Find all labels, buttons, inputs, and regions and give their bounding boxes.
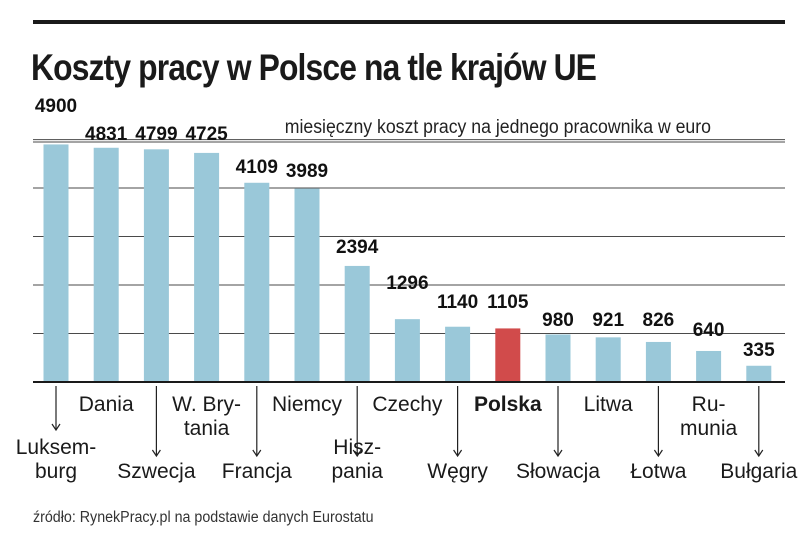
value-label: 980 (542, 310, 574, 331)
bar-polska (495, 328, 521, 382)
value-label: 4900 (35, 96, 77, 117)
chart-title: Koszty pracy w Polsce na tle krajów UE (31, 47, 597, 88)
chart-subtitle: miesięczny koszt pracy na jednego pracow… (281, 117, 711, 139)
value-label: 2394 (336, 237, 379, 258)
category-label: Łotwa (630, 460, 686, 483)
bar-luksemburg (43, 144, 69, 382)
category-label: Węgry (427, 460, 488, 483)
bar-bułgaria (746, 365, 772, 382)
bar-dania (93, 147, 119, 382)
category-label: Hisz- (333, 436, 381, 459)
category-label: Niemcy (272, 393, 343, 416)
pointer-arrowhead (51, 423, 61, 432)
value-label: 640 (693, 320, 725, 341)
category-label: Luksem- (16, 436, 97, 459)
value-label: 1296 (386, 273, 428, 294)
category-label: burg (35, 460, 77, 483)
pointer-arrowhead (754, 449, 764, 458)
category-label: Dania (79, 393, 134, 416)
value-label: 4109 (236, 157, 278, 178)
category-label: Francja (222, 460, 292, 483)
category-label: W. Bry- (172, 393, 241, 416)
value-label: 335 (743, 340, 775, 361)
bar-litwa (595, 337, 621, 382)
bar-francja (244, 182, 270, 382)
value-label: 1140 (437, 292, 478, 313)
category-label: Polska (474, 393, 542, 416)
top-rule (33, 20, 785, 24)
value-label: 826 (643, 310, 675, 331)
bar-w-brytania (194, 152, 220, 382)
category-label: tania (184, 417, 230, 440)
category-label: Szwecja (117, 460, 196, 483)
value-label: 4831 (85, 124, 128, 145)
bar-czechy (394, 319, 420, 382)
pointer-arrowhead (151, 449, 161, 458)
category-label: Ru- (692, 393, 726, 416)
bar-rumunia (696, 350, 722, 382)
pointer-arrowhead (653, 449, 663, 458)
bar-słowacja (545, 334, 571, 382)
pointer-arrowhead (352, 449, 362, 458)
bar-łotwa (645, 341, 671, 382)
pointer-arrowhead (252, 449, 262, 458)
category-label: Bułgaria (720, 460, 797, 483)
value-label: 4799 (135, 124, 177, 145)
category-label: pania (332, 460, 384, 483)
category-label: munia (680, 417, 738, 440)
bar-hiszpania (344, 265, 370, 382)
value-label: 1105 (487, 292, 529, 313)
bar-szwecja (143, 149, 169, 382)
category-label: Litwa (584, 393, 633, 416)
pointer-arrowhead (553, 449, 563, 458)
source-note: źródło: RynekPracy.pl na podstawie danyc… (33, 509, 374, 526)
bar-węgry (445, 326, 471, 382)
value-label: 921 (592, 310, 624, 331)
category-label: Słowacja (516, 460, 600, 483)
pointer-arrowhead (453, 449, 463, 458)
category-label: Czechy (372, 393, 443, 416)
bar-niemcy (294, 188, 320, 382)
value-label: 3989 (286, 161, 328, 182)
value-label: 4725 (185, 124, 228, 145)
